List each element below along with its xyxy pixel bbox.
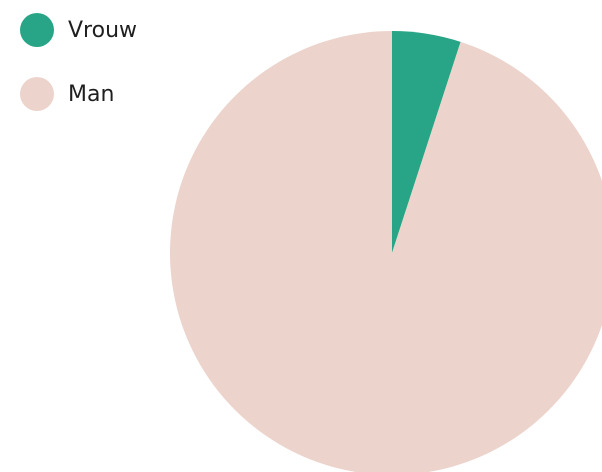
pie-slice-man[interactable] xyxy=(170,31,602,472)
legend-item-vrouw[interactable]: Vrouw xyxy=(20,12,137,48)
legend: Vrouw Man xyxy=(20,12,137,112)
legend-swatch-vrouw xyxy=(20,13,54,47)
pie-slice-vrouw[interactable] xyxy=(392,31,461,253)
legend-label-man: Man xyxy=(68,81,115,107)
legend-label-vrouw: Vrouw xyxy=(68,17,138,43)
legend-swatch-man xyxy=(20,77,54,111)
legend-item-man[interactable]: Man xyxy=(20,76,137,112)
